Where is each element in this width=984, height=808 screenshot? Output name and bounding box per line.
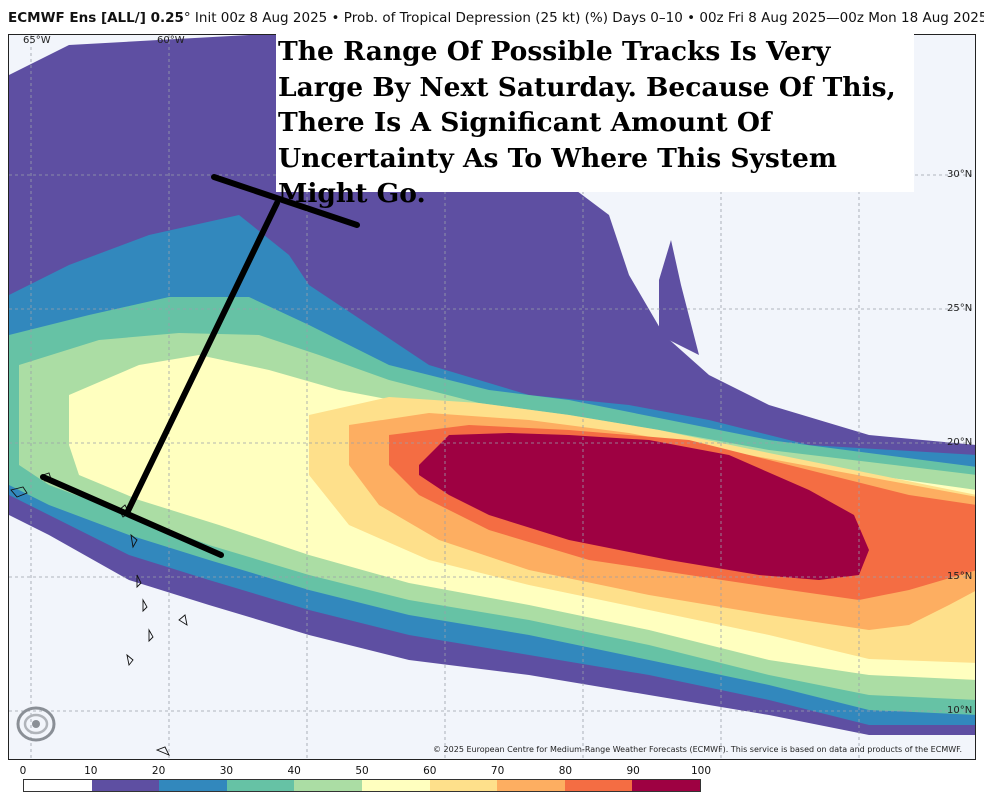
colorbar-segment bbox=[226, 780, 295, 791]
colorbar-segment bbox=[24, 780, 92, 791]
weatherbell-swirl-icon bbox=[16, 706, 56, 742]
colorbar-segment bbox=[294, 780, 362, 791]
colorbar-tick-label: 20 bbox=[151, 765, 166, 777]
header-details: Init 00z 8 Aug 2025 • Prob. of Tropical … bbox=[190, 10, 984, 26]
colorbar-segment bbox=[497, 780, 565, 791]
colorbar-tick-label: 40 bbox=[287, 765, 301, 777]
lat-label-25n: 25°N bbox=[947, 303, 973, 314]
header-title: ECMWF Ens [ALL/] 0.25° Init 00z 8 Aug 20… bbox=[8, 10, 984, 26]
prob-band-10-20-spike bbox=[659, 240, 699, 355]
colorbar-tick-label: 80 bbox=[558, 765, 573, 777]
colorbar-segment bbox=[632, 780, 700, 791]
lon-label-60w: 60°W bbox=[157, 35, 185, 46]
copyright-notice: © 2025 European Centre for Medium-Range … bbox=[433, 745, 962, 754]
map-header: ECMWF Ens [ALL/] 0.25° Init 00z 8 Aug 20… bbox=[0, 0, 984, 34]
lat-label-30n: 30°N bbox=[947, 169, 973, 180]
prob-band-90-100 bbox=[419, 433, 869, 580]
lat-label-20n: 20°N bbox=[947, 437, 973, 448]
northern-track-bar bbox=[211, 174, 360, 228]
colorbar-tick-label: 10 bbox=[84, 765, 98, 777]
colorbar-segment bbox=[159, 780, 227, 791]
track-range-lines bbox=[40, 174, 360, 558]
lat-label-15n: 15°N bbox=[947, 571, 973, 582]
colorbar-segment bbox=[91, 780, 160, 791]
header-model: ECMWF Ens [ALL/] 0.25 bbox=[8, 10, 184, 26]
colorbar-segment bbox=[361, 780, 430, 791]
colorbar-tick-label: 0 bbox=[19, 765, 27, 777]
probability-map: 65°W 60°W 30°N 25°N 20°N 15°N 10°N bbox=[8, 34, 976, 760]
annotation-box: The Range Of Possible Tracks Is Very Lar… bbox=[276, 34, 914, 209]
colorbar-tick-label: 60 bbox=[423, 765, 437, 777]
track-spread-line bbox=[124, 200, 280, 516]
colorbar-segment bbox=[564, 780, 633, 791]
header-degree: ° bbox=[183, 10, 191, 26]
annotation-text: The Range Of Possible Tracks Is Very Lar… bbox=[278, 36, 896, 209]
colorbar bbox=[23, 779, 701, 792]
lat-label-10n: 10°N bbox=[947, 705, 973, 716]
colorbar-tick-label: 50 bbox=[355, 765, 369, 777]
colorbar-tick-label: 30 bbox=[219, 765, 234, 777]
colorbar-tick-label: 70 bbox=[490, 765, 505, 777]
colorbar-tick-label: 100 bbox=[690, 765, 712, 777]
weatherbell-logo bbox=[14, 700, 74, 746]
lon-label-65w: 65°W bbox=[23, 35, 51, 46]
probability-map-canvas bbox=[9, 35, 975, 759]
colorbar-tick-label: 90 bbox=[626, 765, 640, 777]
southern-track-bar bbox=[40, 474, 224, 558]
colorbar-segment bbox=[429, 780, 498, 791]
